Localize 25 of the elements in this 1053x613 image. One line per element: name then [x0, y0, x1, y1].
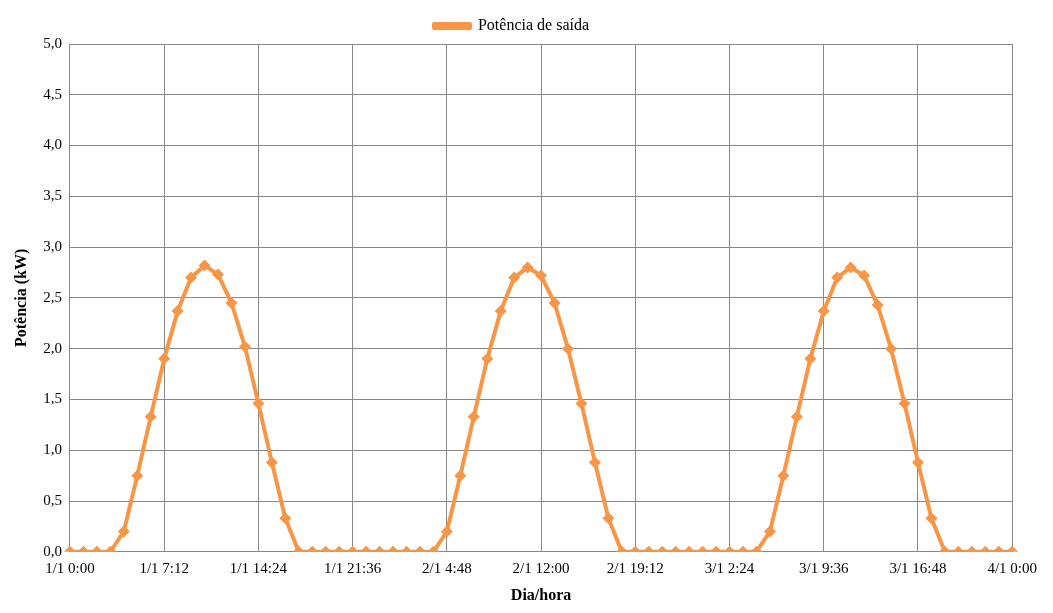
x-axis-title: Dia/hora: [510, 585, 572, 603]
x-tick-label: 2/1 4:48: [422, 559, 472, 576]
legend-label: Potência de saída: [477, 16, 590, 34]
y-tick-label: 4,0: [43, 136, 62, 153]
y-tick-label: 0,5: [43, 491, 62, 508]
y-tick-label: 3,5: [43, 187, 62, 204]
y-tick-label: 1,0: [43, 441, 62, 458]
y-axis-title: Potência (kW): [11, 248, 30, 347]
y-tick-label: 0,0: [43, 542, 62, 559]
x-tick-label: 2/1 12:00: [512, 559, 570, 576]
y-tick-label: 1,5: [43, 390, 62, 407]
x-tick-label: 3/1 16:48: [889, 559, 947, 576]
y-tick-label: 2,0: [43, 339, 62, 356]
x-tick-label: 1/1 14:24: [229, 559, 288, 576]
y-tick-label: 3,0: [43, 238, 62, 255]
x-tick-label: 2/1 19:12: [606, 559, 664, 576]
x-tick-label: 3/1 2:24: [704, 559, 755, 576]
x-tick-label: 1/1 7:12: [139, 559, 189, 576]
y-tick-label: 4,5: [43, 85, 62, 102]
y-tick-label: 2,5: [43, 288, 62, 305]
x-tick-label: 1/1 0:00: [45, 559, 95, 576]
y-tick-label: 5,0: [43, 34, 62, 51]
x-tick-label: 4/1 0:00: [987, 559, 1037, 576]
x-tick-label: 1/1 21:36: [324, 559, 382, 576]
x-tick-label: 3/1 9:36: [798, 559, 850, 576]
